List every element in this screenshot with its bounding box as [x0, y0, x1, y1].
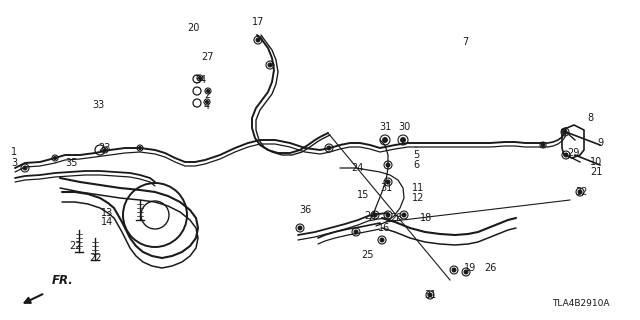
Text: 25: 25 [362, 250, 374, 260]
Circle shape [452, 268, 456, 272]
Circle shape [402, 213, 406, 217]
Text: 4: 4 [204, 101, 210, 111]
Text: 11: 11 [412, 183, 424, 193]
Text: 15: 15 [357, 190, 369, 200]
Text: 34: 34 [194, 75, 206, 85]
Circle shape [464, 270, 468, 274]
Text: 21: 21 [590, 167, 602, 177]
Circle shape [207, 90, 209, 92]
Text: 24: 24 [351, 163, 363, 173]
Text: FR.: FR. [52, 274, 74, 287]
Text: 27: 27 [202, 52, 214, 62]
Circle shape [354, 230, 358, 234]
Text: 28: 28 [390, 213, 402, 223]
Circle shape [205, 101, 209, 103]
Circle shape [298, 226, 302, 230]
Circle shape [386, 180, 390, 184]
Text: 23: 23 [98, 143, 110, 153]
Circle shape [563, 130, 567, 134]
Circle shape [386, 163, 390, 167]
Text: 36: 36 [299, 205, 311, 215]
Text: 16: 16 [378, 223, 390, 233]
Circle shape [198, 77, 202, 79]
Circle shape [23, 166, 27, 170]
Text: 24: 24 [364, 211, 376, 221]
Text: 13: 13 [101, 208, 113, 218]
Circle shape [268, 63, 272, 67]
Text: 29: 29 [567, 148, 579, 158]
Circle shape [139, 147, 141, 149]
Circle shape [380, 238, 384, 242]
Circle shape [327, 146, 331, 150]
Circle shape [256, 38, 260, 42]
Text: 9: 9 [597, 138, 603, 148]
Text: 31: 31 [424, 290, 436, 300]
Text: 1: 1 [11, 147, 17, 157]
Text: 20: 20 [187, 23, 199, 33]
Circle shape [383, 138, 387, 142]
Circle shape [401, 138, 405, 142]
Circle shape [386, 213, 390, 217]
Text: 10: 10 [590, 157, 602, 167]
Circle shape [428, 293, 432, 297]
Circle shape [54, 157, 56, 159]
Text: 35: 35 [66, 158, 78, 168]
Circle shape [373, 213, 377, 217]
Text: 12: 12 [412, 193, 424, 203]
Text: 8: 8 [587, 113, 593, 123]
Text: 32: 32 [576, 187, 588, 197]
Text: 30: 30 [398, 122, 410, 132]
Text: 14: 14 [101, 217, 113, 227]
Text: 6: 6 [413, 160, 419, 170]
Text: 26: 26 [484, 263, 496, 273]
Text: TLA4B2910A: TLA4B2910A [552, 299, 610, 308]
Text: 7: 7 [462, 37, 468, 47]
Text: 17: 17 [252, 17, 264, 27]
Circle shape [564, 153, 568, 157]
Text: 33: 33 [92, 100, 104, 110]
Text: 22: 22 [70, 241, 83, 251]
Text: 31: 31 [379, 122, 391, 132]
Text: 22: 22 [89, 253, 101, 263]
Text: 18: 18 [420, 213, 432, 223]
Circle shape [578, 190, 582, 194]
Circle shape [104, 149, 106, 151]
Text: 19: 19 [464, 263, 476, 273]
Text: 31: 31 [380, 183, 392, 193]
Text: 2: 2 [204, 90, 210, 100]
Text: 5: 5 [413, 150, 419, 160]
Circle shape [541, 144, 545, 146]
Text: 3: 3 [11, 158, 17, 168]
